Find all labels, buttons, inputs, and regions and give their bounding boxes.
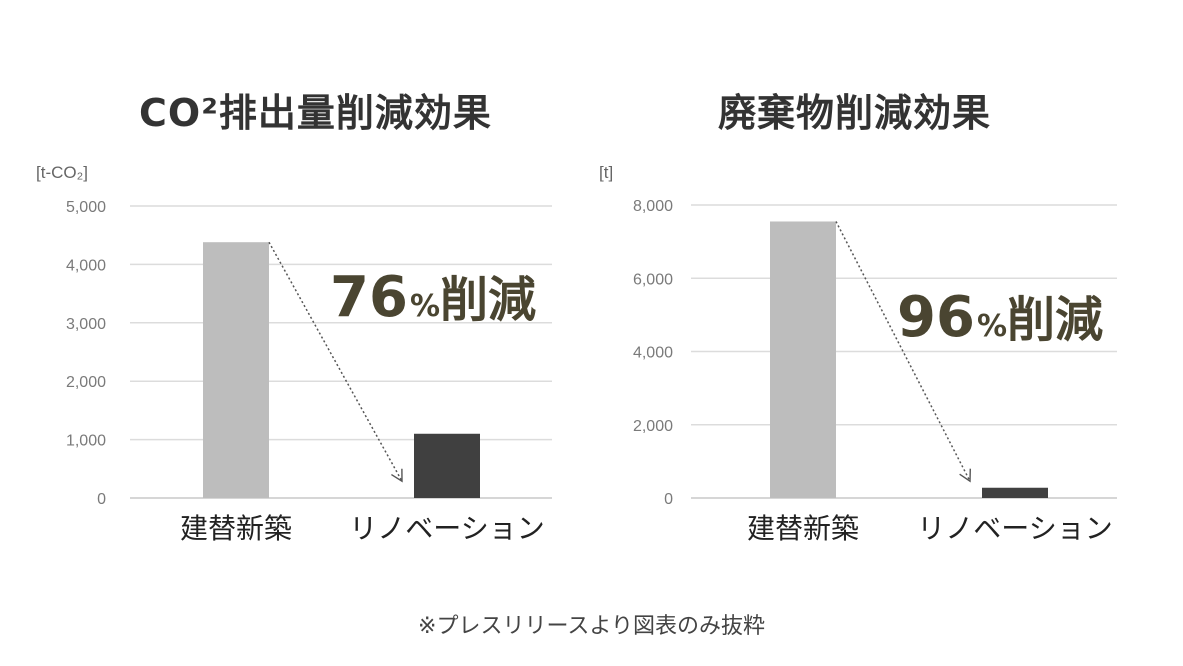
waste-plot: [t] 0 2,000 4,000 6,000 8,000 建替新築 リノベーション 96%削減	[599, 163, 1117, 545]
y-tick-label: 2,000	[66, 374, 106, 391]
y-axis-unit-label: [t-CO₂]	[36, 163, 88, 182]
bar-renovation	[982, 487, 1048, 498]
y-tick-label: 3,000	[66, 316, 106, 333]
annotation-number: 96	[897, 285, 975, 350]
reduction-annotation: 96%削減	[897, 285, 1103, 350]
annotation-percent: %	[977, 309, 1007, 344]
y-tick-label: 6,000	[633, 271, 673, 288]
y-tick-label: 0	[664, 491, 673, 508]
annotation-number: 76	[330, 265, 408, 330]
waste-chart: 廃棄物削減効果 [t] 0 2,000 4,000 6,000 8,000 建替新築 リノベー…	[591, 0, 1183, 590]
reduction-annotation: 76%削減	[330, 265, 536, 330]
y-tick-label: 0	[97, 491, 106, 508]
x-category-label: リノベーション	[349, 512, 544, 545]
chart-title: 廃棄物削減効果	[718, 91, 992, 135]
y-tick-label: 1,000	[66, 433, 106, 450]
annotation-percent: %	[410, 289, 440, 324]
bar-rebuild	[770, 221, 836, 498]
reduction-arrow	[268, 241, 403, 483]
annotation-text: 削減	[1007, 292, 1103, 348]
x-category-label: 建替新築	[747, 512, 859, 545]
y-axis-unit-label: [t]	[599, 163, 613, 182]
reduction-arrow	[835, 221, 971, 483]
y-tick-label: 5,000	[66, 199, 106, 216]
footnote: ※プレスリリースより図表のみ抜粋	[418, 614, 765, 639]
x-category-label: 建替新築	[180, 512, 292, 545]
co2-chart: CO²排出量削減効果 [t-CO₂] 0 1,000 2,000 3,000 4,000 5…	[0, 0, 591, 590]
bar-renovation	[414, 433, 480, 498]
chart-title: CO²排出量削減効果	[139, 91, 492, 135]
co2-plot: [t-CO₂] 0 1,000 2,000 3,000 4,000 5,000 建替新築 リノベ…	[36, 163, 552, 545]
bar-rebuild	[203, 242, 269, 498]
y-tick-label: 4,000	[633, 345, 673, 362]
y-tick-label: 2,000	[633, 418, 673, 435]
annotation-text: 削減	[440, 272, 536, 328]
y-tick-label: 4,000	[66, 257, 106, 274]
x-category-label: リノベーション	[917, 512, 1112, 545]
y-tick-label: 8,000	[633, 198, 673, 215]
